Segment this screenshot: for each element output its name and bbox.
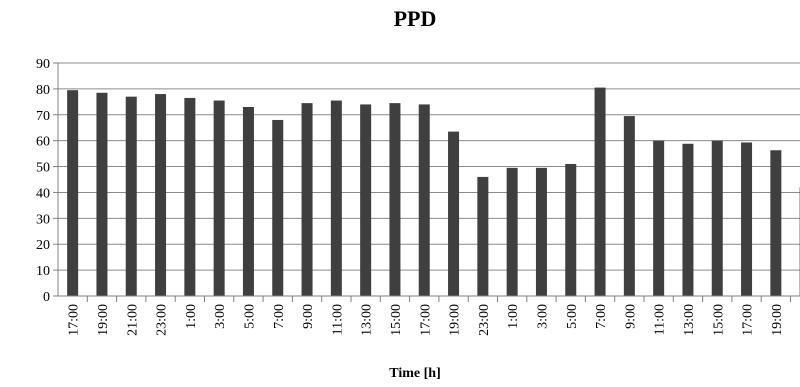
x-tick-label: 21:00 <box>125 304 140 336</box>
bar <box>535 167 547 296</box>
bar <box>389 103 401 296</box>
x-tick-label: 11:00 <box>330 304 345 335</box>
y-tick-label: 80 <box>36 83 50 98</box>
bar <box>213 100 225 297</box>
x-tick-label: 1:00 <box>506 304 521 329</box>
bar <box>565 163 577 296</box>
x-tick-label: 13:00 <box>360 304 375 336</box>
x-axis-title: Time [h] <box>389 366 441 381</box>
x-tick-label: 5:00 <box>242 304 257 329</box>
bar <box>594 87 606 296</box>
chart-title: PPD <box>393 6 437 31</box>
x-tick-label: 17:00 <box>418 304 433 336</box>
x-tick-label: 17:00 <box>67 304 82 336</box>
bar <box>741 142 753 296</box>
x-tick-label: 3:00 <box>213 304 228 329</box>
x-tick-label: 17:00 <box>741 304 756 336</box>
bar <box>711 140 723 296</box>
bar <box>682 143 694 296</box>
bar <box>770 150 782 296</box>
x-tick-label: 9:00 <box>301 304 316 329</box>
bar <box>477 176 489 296</box>
y-tick-label: 90 <box>36 57 50 72</box>
y-tick-label: 20 <box>36 238 50 253</box>
bar <box>448 131 460 296</box>
x-tick-label: 11:00 <box>653 304 668 335</box>
x-tick-label: 7:00 <box>594 304 609 329</box>
x-tick-label: 15:00 <box>389 304 404 336</box>
y-tick-label: 60 <box>36 135 50 150</box>
x-tick-label: 3:00 <box>535 304 550 329</box>
x-tick-label: 5:00 <box>565 304 580 329</box>
bar <box>360 104 372 296</box>
x-tick-label: 15:00 <box>711 304 726 336</box>
y-tick-label: 0 <box>43 290 50 305</box>
y-tick-label: 10 <box>36 264 50 279</box>
x-tick-label: 13:00 <box>682 304 697 336</box>
bar <box>242 107 254 296</box>
x-tick-label: 19:00 <box>448 304 463 336</box>
x-tick-label: 9:00 <box>623 304 638 329</box>
y-tick-label: 40 <box>36 186 50 201</box>
x-tick-label: 23:00 <box>477 304 492 336</box>
bar <box>623 116 635 296</box>
y-tick-label: 70 <box>36 109 50 124</box>
x-tick-label: 19:00 <box>770 304 785 336</box>
bar <box>301 103 313 296</box>
x-tick-label: 7:00 <box>272 304 287 329</box>
bar <box>96 92 108 297</box>
bar <box>418 104 430 296</box>
x-tick-label: 19:00 <box>96 304 111 336</box>
bar <box>330 100 342 297</box>
y-tick-label: 30 <box>36 212 50 227</box>
bar <box>272 119 284 296</box>
y-tick-label: 50 <box>36 161 50 176</box>
bar <box>155 94 167 296</box>
bar <box>653 140 665 296</box>
x-tick-label: 1:00 <box>184 304 199 329</box>
bar <box>67 90 79 296</box>
bar <box>125 96 137 297</box>
x-tick-label: 23:00 <box>155 304 170 336</box>
bar <box>506 167 518 296</box>
bar <box>184 97 196 296</box>
